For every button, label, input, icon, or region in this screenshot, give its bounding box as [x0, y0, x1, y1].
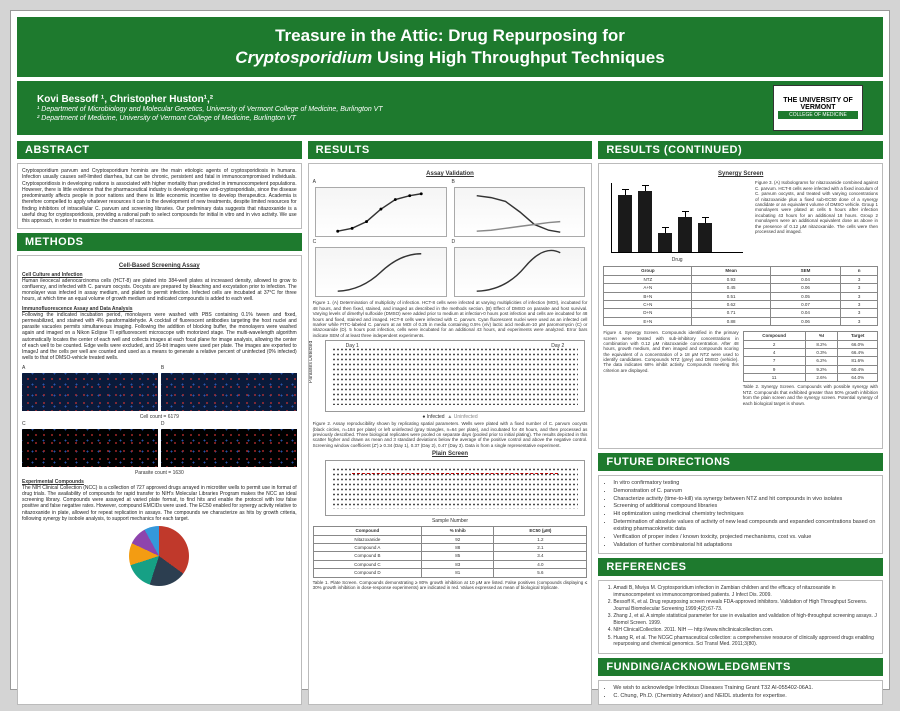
immuno-text: Following the indicated incubation perio…: [22, 312, 297, 362]
curve-c-wrap: C: [313, 239, 449, 299]
scatter-plot-1: Day 1 Day 2: [325, 340, 586, 412]
curve-a-wrap: A: [313, 179, 449, 239]
table-1: Compound% InhibEC50 (μM)Nitazoxanide921.…: [313, 526, 588, 577]
parasite-count-caption: Parasite count = 1630: [22, 470, 297, 476]
parasite-image-d: [161, 429, 297, 467]
scatter1-wrap: Parasites Detected Day 1 Day 2 ● Infecte…: [313, 340, 588, 420]
funding-list: We wish to acknowledge Infectious Diseas…: [603, 685, 878, 700]
title-line2-rest: Using High Throughput Techniques: [372, 48, 664, 67]
authors: Kovi Bessoff ¹, Christopher Huston¹,²: [37, 94, 773, 105]
scatter2-xlabel: Sample Number: [313, 518, 588, 524]
affiliation-2: ² Department of Medicine, University of …: [37, 114, 773, 123]
future-header: FUTURE DIRECTIONS: [598, 453, 883, 471]
title-line2-em: Cryptosporidium: [235, 48, 372, 67]
poster-root: Treasure in the Attic: Drug Repurposing …: [10, 10, 890, 690]
plain-screen-subhead: Plain Screen: [313, 451, 588, 458]
abstract-body: Cryptosporidium parvum and Cryptosporidi…: [17, 163, 302, 229]
methods-subhead-assay: Cell-Based Screening Assay: [22, 263, 297, 270]
methods-img-b: B: [161, 365, 297, 413]
synergy-row: Drug Figure 3. (A) Isobolograms for nita…: [603, 179, 878, 264]
assay-curves-row1: A B: [313, 179, 588, 239]
col-3: RESULTS (continued) Synergy Screen Drug …: [598, 141, 883, 705]
results-header: RESULTS: [308, 141, 593, 159]
uvm-logo: THE UNIVERSITY OF VERMONT COLLEGE OF MED…: [773, 85, 863, 131]
fig4-row: Figure 4. Synergy Screen. Compounds iden…: [603, 329, 878, 407]
assay-curves-row2: C D: [313, 239, 588, 299]
pie-chart: [129, 526, 189, 586]
curve-d: [454, 247, 586, 297]
scatter2-wrap: Sample Number: [313, 460, 588, 524]
bar-chart-wrap: Drug: [603, 179, 751, 264]
table-2: Compound%ITarget28.2%66.0%40.3%66.4%76.2…: [743, 331, 878, 382]
logo-bottom: COLLEGE OF MEDICINE: [778, 111, 858, 119]
curve-c: [315, 247, 447, 297]
fig3-caption: Figure 3. (A) Isobolograms for nitazoxan…: [755, 180, 878, 234]
future-body: In vitro confirmatory testingDemonstrati…: [598, 475, 883, 554]
results-cont-body: Synergy Screen Drug Figure 3. (A) Isobol…: [598, 163, 883, 449]
fig1-caption: Figure 1. (A) Determination of multiplic…: [313, 300, 588, 338]
methods-img-c: C: [22, 421, 158, 469]
methods-img-a: A: [22, 365, 158, 413]
author-text: Kovi Bessoff ¹, Christopher Huston¹,² ¹ …: [37, 94, 773, 123]
curve-a: [315, 187, 447, 237]
abstract-header: ABSTRACT: [17, 141, 302, 159]
parasite-image-c: [22, 429, 158, 467]
assay-validation-subhead: Assay Validation: [313, 171, 588, 178]
references-body: Amadi B, Mwiya M. Cryptosporidium infect…: [598, 580, 883, 654]
results-cont-header: RESULTS (continued): [598, 141, 883, 159]
scatter1-ylabel: Parasites Detected: [308, 341, 314, 383]
curve-b: [454, 187, 586, 237]
bar-xlabel: Drug: [603, 257, 751, 263]
methods-img-d: D: [161, 421, 297, 469]
funding-body: We wish to acknowledge Infectious Diseas…: [598, 680, 883, 705]
col-1: ABSTRACT Cryptosporidium parvum and Cryp…: [17, 141, 302, 705]
fig2-caption: Figure 2. Assay reproducibility shown by…: [313, 421, 588, 448]
scatter-plot-2: [325, 460, 586, 516]
title-line1: Treasure in the Attic: Drug Repurposing …: [275, 26, 625, 45]
synergy-subhead: Synergy Screen: [603, 171, 878, 178]
scatter1-legend: ● Infected ▲ Uninfected: [313, 414, 588, 420]
col-2: RESULTS Assay Validation A B: [308, 141, 593, 705]
poster-title: Treasure in the Attic: Drug Repurposing …: [37, 25, 863, 69]
abstract-text: Cryptosporidium parvum and Cryptosporidi…: [22, 168, 297, 224]
cell-image-a: [22, 373, 158, 411]
fig3-text: Figure 3. (A) Isobolograms for nitazoxan…: [755, 179, 878, 264]
references-header: REFERENCES: [598, 558, 883, 576]
references-list: Amadi B, Mwiya M. Cryptosporidium infect…: [603, 585, 878, 648]
future-list: In vitro confirmatory testingDemonstrati…: [603, 480, 878, 549]
author-bar: Kovi Bessoff ¹, Christopher Huston¹,² ¹ …: [17, 81, 883, 135]
cellculture-text: Human ileocecal adenocarcinoma cells (HC…: [22, 278, 297, 303]
cell-count-caption: Cell count = 6179: [22, 414, 297, 420]
methods-image-pair-1: A B: [22, 365, 297, 413]
side-table: GroupMeanSEMnNTZ0.930.043A+N0.450.063B+N…: [603, 266, 878, 326]
curve-d-wrap: D: [452, 239, 588, 299]
table2-caption: Table 2. Synergy Screen. Compounds with …: [743, 384, 878, 406]
table2-wrap: Compound%ITarget28.2%66.0%40.3%66.4%76.2…: [743, 329, 878, 407]
bar-chart: [611, 183, 743, 253]
funding-header: FUNDING/ACKNOWLEDGMENTS: [598, 658, 883, 676]
methods-header: METHODS: [17, 233, 302, 251]
columns: ABSTRACT Cryptosporidium parvum and Cryp…: [11, 141, 889, 711]
table1-caption: Table 1. Plate Screen. Compounds demonst…: [313, 580, 588, 591]
fig4-caption: Figure 4. Synergy Screen. Compounds iden…: [603, 330, 738, 406]
logo-top: THE UNIVERSITY OF VERMONT: [778, 97, 858, 111]
title-bar: Treasure in the Attic: Drug Repurposing …: [17, 17, 883, 77]
methods-image-pair-2: C D: [22, 421, 297, 469]
results-body: Assay Validation A B: [308, 163, 593, 705]
methods-body: Cell-Based Screening Assay Cell Culture …: [17, 255, 302, 705]
curve-b-wrap: B: [452, 179, 588, 239]
cell-image-b: [161, 373, 297, 411]
exp-compounds-text: The NIH Clinical Collection (NCC) is a c…: [22, 485, 297, 523]
affiliation-1: ¹ Department of Microbiology and Molecul…: [37, 105, 773, 114]
